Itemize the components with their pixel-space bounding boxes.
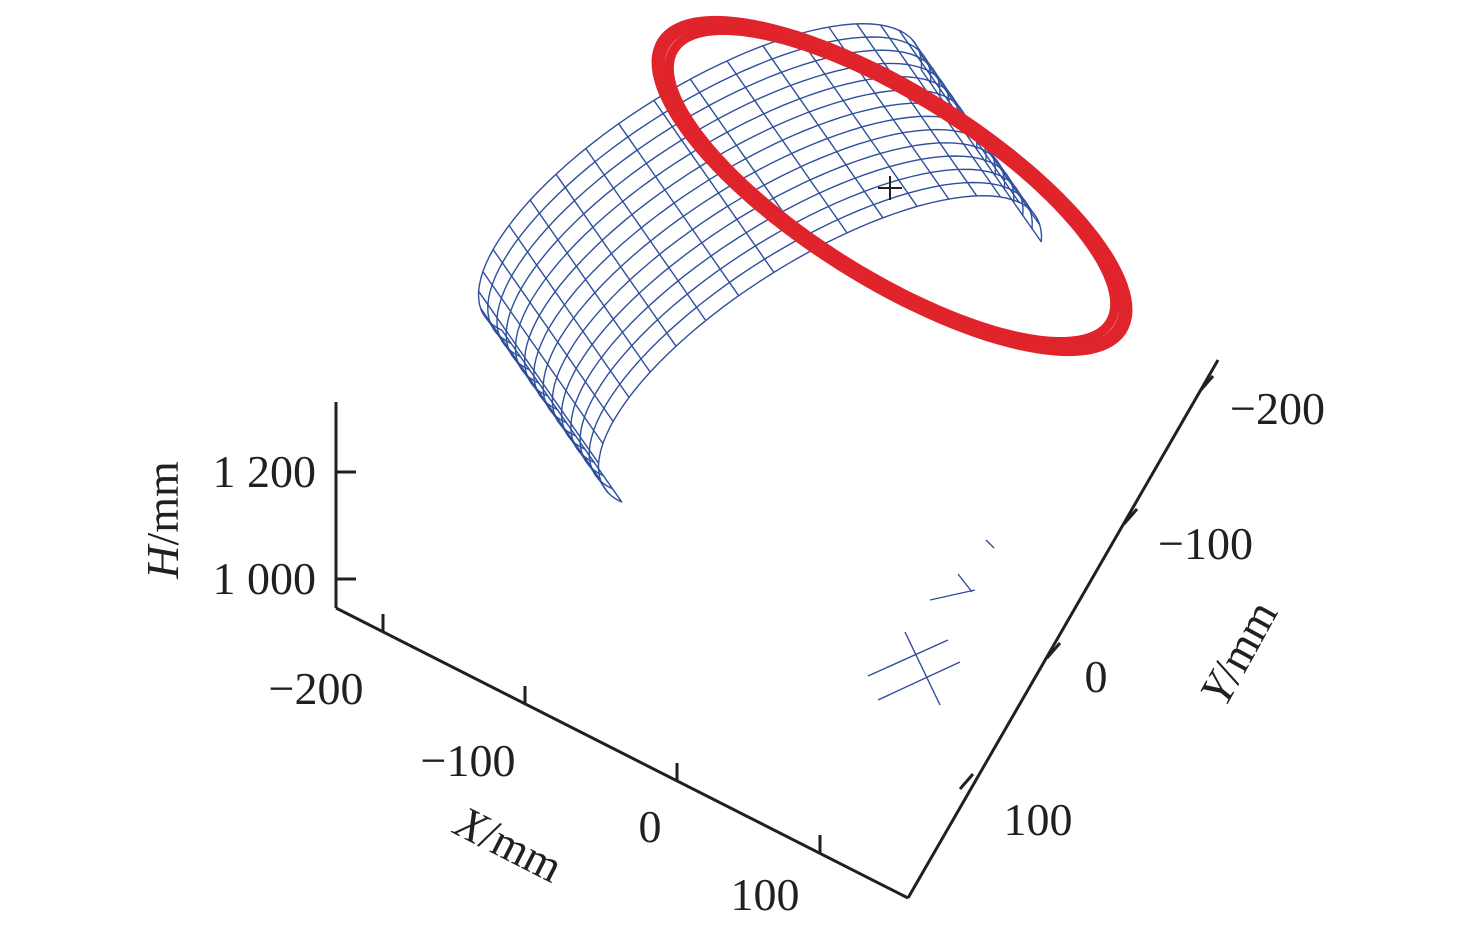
wireframe-generator-line xyxy=(856,23,978,197)
wireframe-fragment xyxy=(867,639,949,677)
wireframe-generator-line xyxy=(529,199,651,373)
wireframe-generator-line xyxy=(492,249,614,422)
wireframe-generator-line xyxy=(618,123,740,297)
wireframe-section-line xyxy=(597,194,1043,503)
wireframe-section-line xyxy=(487,36,932,345)
wireframe-section-line xyxy=(505,62,950,371)
wireframe-section-line xyxy=(579,168,1024,477)
wireframe-section-line xyxy=(523,89,969,397)
wireframe-section-line xyxy=(551,128,997,437)
h-tick-label-1000: 1 000 xyxy=(213,553,317,604)
wireframe-fragment xyxy=(929,589,976,601)
wireframe-section-line xyxy=(588,181,1033,490)
wireframe-generator-line xyxy=(726,60,848,234)
wireframe-fragment xyxy=(957,573,973,593)
red-ring-band xyxy=(651,15,1133,357)
x-tick-label-100: 100 xyxy=(731,869,800,920)
x-axis-line xyxy=(335,606,909,900)
x-tick-labels: −200 −100 0 100 xyxy=(269,663,800,920)
y-tick-minus100 xyxy=(1122,508,1139,525)
y-tick-label-100: 100 xyxy=(1004,794,1073,845)
wireframe-fragment xyxy=(904,631,941,706)
y-tick-0 xyxy=(1045,642,1062,659)
x-axis-label: X/mm xyxy=(446,795,571,893)
y-tick-labels: −200 −100 0 100 xyxy=(1004,383,1325,845)
wireframe-generator-line xyxy=(508,224,630,398)
wireframe-generator-line xyxy=(478,290,600,464)
wireframe-generator-line xyxy=(482,271,604,445)
red-ring-series xyxy=(651,15,1133,357)
wireframe-fragment xyxy=(985,539,995,549)
wireframe-generator-line xyxy=(762,45,884,219)
wireframe-section-line xyxy=(514,75,960,384)
h-tick-label-1200: 1 200 xyxy=(213,446,317,497)
y-axis-label: Y/mm xyxy=(1189,592,1287,713)
x-tick-label-minus200: −200 xyxy=(269,663,364,714)
wireframe-fragment xyxy=(877,661,961,701)
wireframe-generator-line xyxy=(585,148,707,321)
wireframe-section-line xyxy=(542,115,987,424)
x-tick-label-0: 0 xyxy=(639,801,662,852)
wireframe-section-line xyxy=(477,22,923,331)
wireframe-generator-line xyxy=(920,69,1042,243)
wireframe-surface xyxy=(477,22,1043,706)
h-axis-label: H/mm xyxy=(137,461,188,580)
wireframe-generator-line xyxy=(555,173,677,347)
x-tick-label-minus100: −100 xyxy=(421,735,516,786)
wireframe-section-line xyxy=(560,142,1006,450)
y-tick-label-minus100: −100 xyxy=(1158,518,1253,569)
axes-box xyxy=(334,359,1220,900)
y-tick-100 xyxy=(958,773,975,790)
y-tick-minus200 xyxy=(1198,375,1215,392)
center-marker-plus xyxy=(878,176,902,200)
y-axis-line xyxy=(906,359,1220,899)
y-tick-label-0: 0 xyxy=(1085,651,1108,702)
h-tick-labels: 1 000 1 200 xyxy=(213,446,317,604)
wireframe-section-line xyxy=(496,49,941,358)
wireframe-generator-line xyxy=(653,99,775,273)
wireframe-generator-line xyxy=(796,33,918,207)
y-tick-label-minus200: −200 xyxy=(1230,383,1325,434)
wireframe-section-line xyxy=(570,155,1015,464)
wireframe-section-line xyxy=(533,102,978,411)
